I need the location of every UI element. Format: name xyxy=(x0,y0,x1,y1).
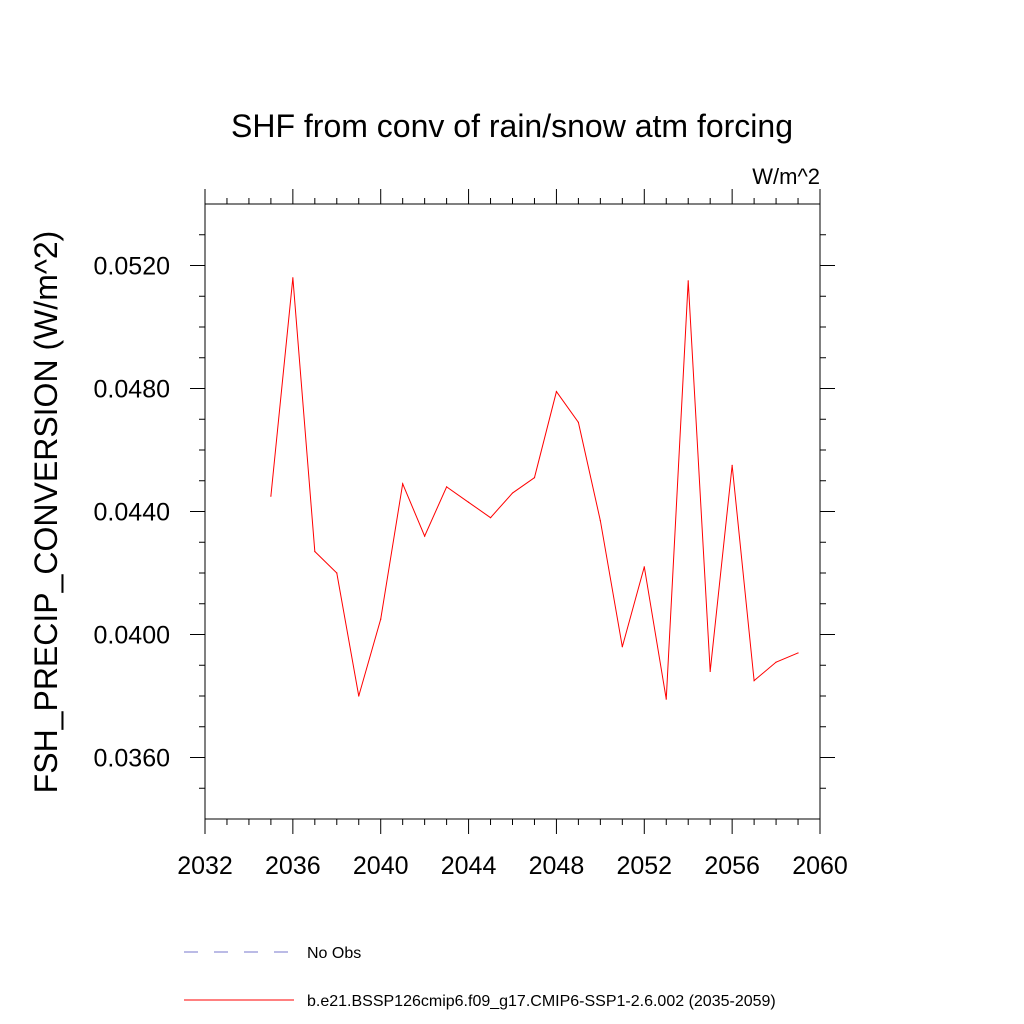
series-point xyxy=(380,618,382,620)
series-point xyxy=(687,280,689,282)
chart-title: SHF from conv of rain/snow atm forcing xyxy=(231,108,793,144)
series-point xyxy=(731,464,733,466)
series-point xyxy=(599,520,601,522)
x-tick-label: 2048 xyxy=(529,852,585,880)
series-point xyxy=(709,670,711,673)
series-point xyxy=(270,495,272,497)
series-point xyxy=(753,680,755,682)
series-point xyxy=(643,566,645,568)
y-axis-title: FSH_PRECIP_CONVERSION (W/m^2) xyxy=(28,231,64,794)
series-point xyxy=(533,477,536,479)
series-point xyxy=(446,486,448,488)
series-point xyxy=(292,277,294,279)
axes: 2032 2036 2040 2044 2048 2052 2056 2060 0.0360 0.… xyxy=(94,189,848,880)
series-point xyxy=(797,652,799,654)
x-tick-label: 2036 xyxy=(265,852,321,880)
series-point xyxy=(336,572,338,574)
y-tick-label: 0.0480 xyxy=(94,376,170,404)
series-point xyxy=(621,646,623,648)
legend: No Obs b.e21.BSSP126cmip6.f09_g17.CMIP6-S… xyxy=(184,945,776,1010)
y-tick-label: 0.0400 xyxy=(94,622,170,650)
series-point xyxy=(358,695,360,697)
plot-frame xyxy=(204,203,821,820)
series-point xyxy=(511,492,514,494)
x-tick-label: 2056 xyxy=(704,852,760,880)
series-point xyxy=(314,550,316,553)
series-layer xyxy=(270,277,799,700)
series-line xyxy=(270,277,799,700)
series-point xyxy=(775,661,777,663)
series-point xyxy=(555,390,558,393)
x-tick-label: 2032 xyxy=(177,852,233,880)
series-point xyxy=(577,421,579,423)
x-tick-label: 2052 xyxy=(616,852,672,880)
x-tick-label: 2040 xyxy=(353,852,409,880)
series-point xyxy=(467,501,470,503)
series-point xyxy=(489,517,492,519)
y-tick-label: 0.0360 xyxy=(94,745,170,773)
series-point xyxy=(665,698,667,700)
legend-label: b.e21.BSSP126cmip6.f09_g17.CMIP6-SSP1-2.… xyxy=(307,993,776,1010)
series-point xyxy=(402,483,404,485)
y-tick-label: 0.0520 xyxy=(94,253,170,281)
series-point xyxy=(424,535,426,537)
x-tick-label: 2060 xyxy=(792,852,848,880)
units-label: W/m^2 xyxy=(752,164,820,189)
x-tick-label: 2044 xyxy=(441,852,497,880)
legend-label: No Obs xyxy=(307,945,361,962)
y-tick-label: 0.0440 xyxy=(94,499,170,527)
